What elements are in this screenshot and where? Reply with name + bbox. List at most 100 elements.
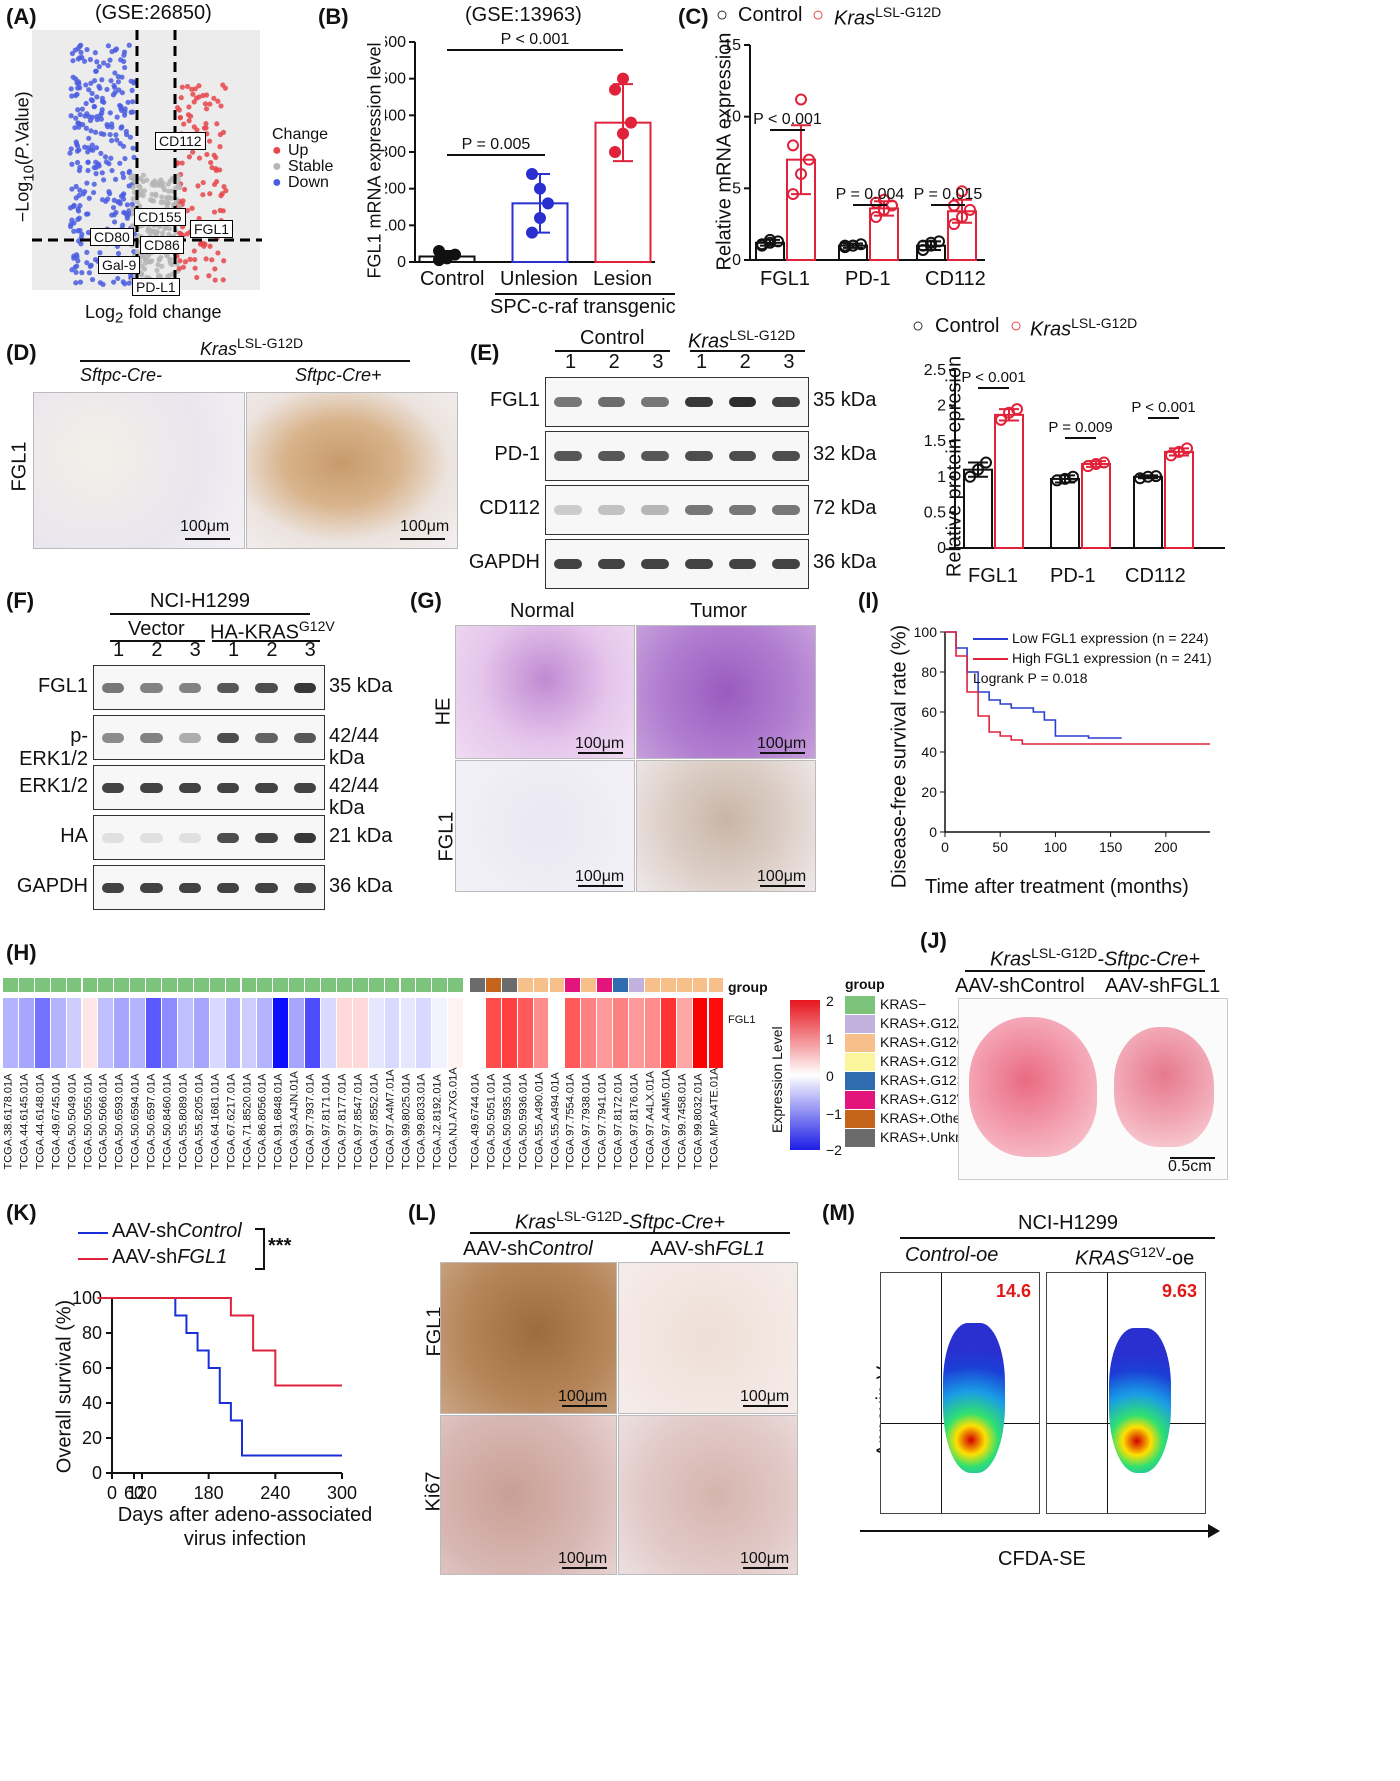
heatmap-cell [676, 998, 692, 1068]
volcano-point [68, 113, 74, 119]
g-scale-1: 100μm [575, 735, 625, 752]
p-value-label: P < 0.001 [961, 369, 1025, 386]
heatmap-group-cell [644, 978, 660, 992]
g-scalebar-1 [578, 752, 623, 754]
volcano-point [82, 189, 88, 195]
blot-band [293, 882, 316, 893]
volcano-point [190, 149, 196, 155]
f-group-line-2 [212, 640, 320, 642]
data-point [839, 239, 851, 252]
d-header-line [80, 360, 410, 362]
volcano-point [206, 138, 213, 144]
e-group-line-1 [555, 350, 670, 352]
heatmap-group-cell [613, 978, 628, 992]
heatmap-group-cell [368, 978, 384, 992]
heatmap-group-cell [82, 978, 98, 992]
panel-b-label: (B) [318, 4, 349, 29]
volcano-point [109, 121, 115, 127]
ihc-l-control-ki67 [440, 1415, 617, 1575]
y-tick-label: 0 [732, 252, 741, 269]
g-scalebar-2 [760, 752, 805, 754]
volcano-point [141, 266, 148, 272]
volcano-point [204, 131, 210, 137]
volcano-point [71, 255, 77, 261]
heatmap-group-cell [565, 978, 581, 992]
volcano-point [69, 217, 75, 223]
volcano-point [211, 95, 217, 101]
e-group-line-2 [690, 350, 805, 352]
heatmap-sample-label: TCGA.97.8171.01A [320, 1073, 333, 1170]
volcano-point [137, 184, 143, 190]
g-row-he: HE [432, 697, 455, 726]
volcano-point [120, 170, 126, 176]
l-scalebar-2 [743, 1405, 788, 1407]
c-cat-fgl1: FGL1 [760, 268, 811, 290]
blot-row-label: CD112 [479, 497, 540, 519]
k-legend-control-line [78, 1232, 108, 1234]
d-header: KrasLSL-G12D [200, 335, 304, 359]
data-point [534, 182, 546, 195]
h-legend-label: KRAS+.G12D [880, 1053, 967, 1069]
volcano-point [211, 209, 218, 215]
blot-band [728, 559, 757, 569]
heatmap-group-cell [517, 978, 533, 992]
heatmap-group-cell [416, 978, 432, 992]
heatmap-group-cell [18, 978, 34, 992]
y-tick-label: 0 [92, 1463, 102, 1483]
volcano-point [191, 99, 197, 105]
y-tick-label: 60 [921, 704, 937, 720]
p-value-label: P = 0.005 [462, 136, 531, 153]
heatmap-group-cell [321, 978, 336, 992]
volcano-point [203, 256, 209, 262]
heatmap-cell [533, 998, 549, 1068]
volcano-point [73, 280, 79, 286]
blot-band [685, 505, 713, 515]
data-point [956, 185, 968, 198]
volcano-point [154, 267, 160, 273]
data-point [956, 211, 968, 223]
volcano-point [91, 78, 98, 84]
blot-band [178, 732, 201, 743]
data-point [803, 153, 815, 166]
heatmap-sample-label: TCGA.50.5049.01A [66, 1073, 79, 1170]
blot-band [102, 832, 125, 843]
volcano-point [194, 274, 200, 281]
volcano-point [111, 279, 117, 285]
blot-band [597, 505, 626, 515]
volcano-point [84, 111, 90, 117]
heatmap-sample-label: TCGA.50.6597.01A [145, 1073, 158, 1170]
h-cb-tick-m2: −2 [826, 1142, 842, 1158]
legend-up-icon: ● [272, 142, 282, 159]
bar-chart-c: 0 5 10 15 P < 0.001 P = 0.004 P = 0.015 [725, 37, 985, 269]
volcano-point [69, 93, 75, 99]
heatmap-group-cell [660, 978, 676, 992]
y-tick-label: 100 [914, 624, 938, 640]
panel-a-title: (GSE:26850) [95, 2, 212, 24]
blot-band [217, 882, 240, 893]
x-tick-label: 0 [107, 1483, 117, 1503]
h-cb-tick-2: 2 [826, 993, 834, 1009]
volcano-point [187, 256, 193, 262]
g-scale-2: 100μm [757, 735, 807, 752]
blot-size-label: 32 kDa [813, 443, 877, 465]
volcano-point [184, 231, 190, 237]
volcano-point [213, 167, 219, 174]
h-legend-title: group [845, 976, 885, 992]
panel-k-label: (K) [6, 1200, 37, 1225]
blot-strip [545, 377, 809, 427]
heatmap-group-cell [501, 978, 517, 992]
volcano-point [104, 86, 110, 93]
c-legend-control: Control [738, 4, 803, 26]
volcano-point [84, 260, 90, 266]
blot-band [255, 732, 278, 743]
blot-band [255, 832, 278, 843]
volcano-point [99, 95, 106, 101]
data-point [625, 116, 637, 129]
heatmap-cell [177, 998, 193, 1068]
volcano-point [130, 173, 136, 179]
y-tick-label: 0 [397, 254, 406, 271]
heatmap-sample-label: TCGA.44.6145.01A [18, 1073, 31, 1170]
heatmap-cell [368, 998, 384, 1068]
h-legend-swatch [845, 1053, 875, 1071]
heatmap-cell [321, 998, 336, 1068]
